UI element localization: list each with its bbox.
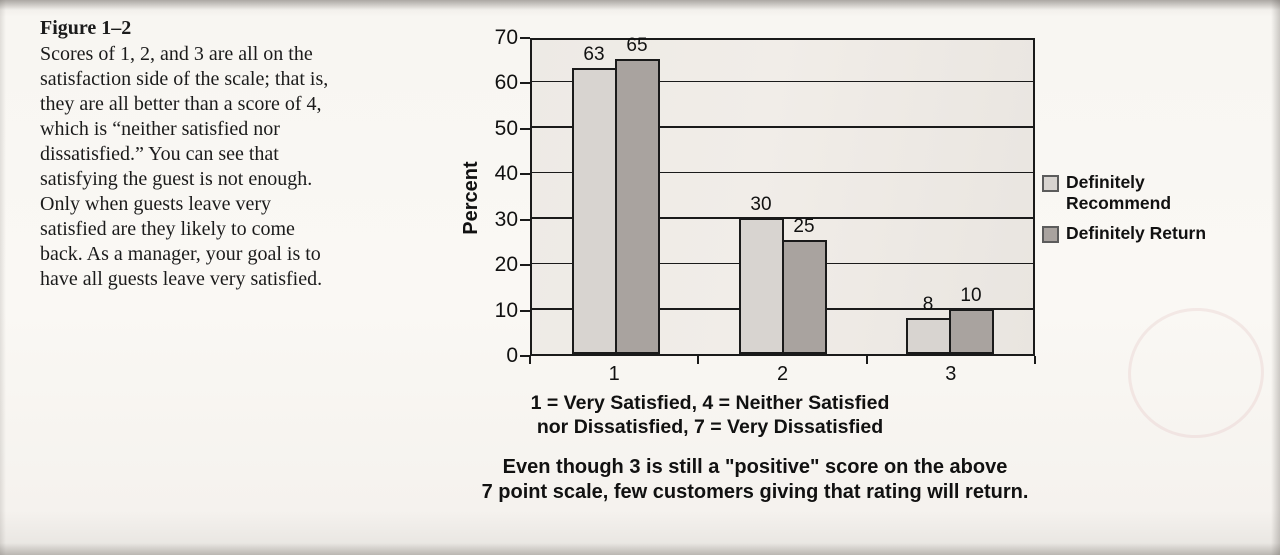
x-tick-mark-2 xyxy=(865,356,868,364)
bar-value-label: 25 xyxy=(793,216,815,238)
faint-stamp-artifact xyxy=(1119,299,1273,447)
x-tick-mark-0 xyxy=(529,356,531,364)
legend-item-definitely-recommend: Definitely Recommend xyxy=(1042,172,1206,214)
legend-label: Definitely Return xyxy=(1066,223,1207,243)
y-tick-label-0: 0 xyxy=(506,344,518,367)
category-group-2: 30 25 xyxy=(699,40,866,354)
bar-wrap-definitely-recommend: 30 xyxy=(738,193,784,354)
y-tick-mark-40 xyxy=(520,173,530,176)
gridline-60 xyxy=(532,80,1033,83)
x-tick-label-3: 3 xyxy=(945,363,957,385)
y-tick-label-40: 40 xyxy=(494,162,518,186)
bar-wrap-definitely-recommend: 63 xyxy=(571,43,617,354)
y-tick-label-50: 50 xyxy=(494,116,518,140)
y-tick-mark-0 xyxy=(520,355,530,357)
bar-value-label: 10 xyxy=(960,284,982,306)
x-tick-label-1: 1 xyxy=(608,363,620,385)
y-tick-mark-70 xyxy=(520,37,530,39)
legend-swatch-icon xyxy=(1042,175,1059,192)
y-tick-label-20: 20 xyxy=(494,253,518,277)
figure-text-block: Figure 1–2 Scores of 1, 2, and 3 are all… xyxy=(40,16,332,292)
y-tick-mark-30 xyxy=(520,218,530,221)
category-group-3: 8 10 xyxy=(866,40,1033,354)
bar-wrap-definitely-return: 10 xyxy=(948,284,994,354)
chart-note: Even though 3 is still a "positive" scor… xyxy=(425,455,1085,505)
y-tick-mark-50 xyxy=(520,127,530,130)
plot-area: 63 65 30 25 8 10 xyxy=(530,35,1035,356)
x-axis-caption-line1: 1 = Very Satisfied, 4 = Neither Satisfie… xyxy=(530,392,890,414)
legend: Definitely Recommend Definitely Return xyxy=(1042,172,1206,253)
bar-wrap-definitely-return: 25 xyxy=(781,216,827,354)
legend-item-definitely-return: Definitely Return xyxy=(1042,223,1206,244)
y-tick-mark-20 xyxy=(520,264,530,267)
bar-value-label: 30 xyxy=(750,193,772,215)
x-axis-caption-line2: nor Dissatisfied, 7 = Very Dissatisfied xyxy=(536,416,884,438)
scan-edge-left xyxy=(0,0,6,555)
bar-definitely-return xyxy=(781,240,827,354)
bar-value-label: 63 xyxy=(583,43,605,65)
y-tick-label-70: 70 xyxy=(494,26,518,49)
bar-definitely-return xyxy=(948,308,994,354)
bar-definitely-recommend xyxy=(738,217,784,354)
bar-definitely-return xyxy=(614,58,660,354)
legend-label: Definitely Recommend xyxy=(1066,172,1172,213)
y-tick-label-30: 30 xyxy=(494,207,518,231)
x-tick-mark-3 xyxy=(1034,356,1036,364)
bar-value-label: 65 xyxy=(626,34,648,56)
y-axis-label: Percent xyxy=(460,161,482,235)
x-tick-mark-1 xyxy=(697,356,700,364)
bar-definitely-recommend xyxy=(571,67,617,354)
scan-edge-top xyxy=(0,0,1280,10)
figure-label: Figure 1–2 xyxy=(40,17,132,39)
scan-edge-right xyxy=(1271,0,1280,555)
y-tick-mark-60 xyxy=(520,82,530,85)
bar-definitely-recommend xyxy=(905,317,951,354)
y-tick-label-10: 10 xyxy=(494,298,518,322)
category-group-1: 63 65 xyxy=(532,35,699,354)
x-axis-caption: 1 = Very Satisfied, 4 = Neither Satisfie… xyxy=(410,391,1010,439)
legend-swatch-icon xyxy=(1042,226,1059,243)
x-tick-label-2: 2 xyxy=(776,363,789,385)
bar-wrap-definitely-recommend: 8 xyxy=(905,293,951,354)
gridline-50 xyxy=(532,126,1033,128)
bar-value-label: 8 xyxy=(922,293,934,315)
gridline-40 xyxy=(532,171,1033,174)
y-tick-label-60: 60 xyxy=(494,71,518,95)
bars-layer: 63 65 30 25 8 10 xyxy=(532,35,1033,354)
bar-wrap-definitely-return: 65 xyxy=(614,34,660,354)
chart-note-line1: Even though 3 is still a "positive" scor… xyxy=(502,456,1008,478)
y-tick-mark-10 xyxy=(520,309,530,312)
scan-edge-bottom xyxy=(0,543,1280,555)
figure-caption: Scores of 1, 2, and 3 are all on the sat… xyxy=(40,43,329,290)
chart-note-line2: 7 point scale, few customers giving that… xyxy=(481,481,1029,503)
